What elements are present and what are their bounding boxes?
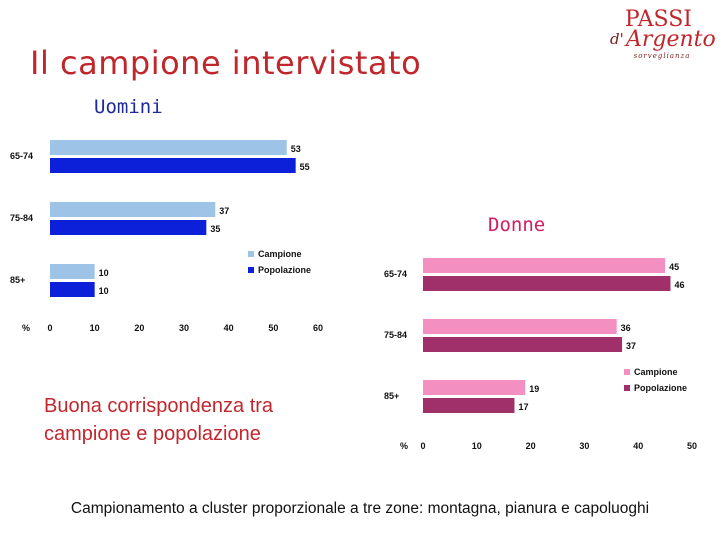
bar-popolazione (423, 398, 515, 413)
data-label: 36 (621, 323, 631, 333)
x-tick-label: 60 (313, 323, 323, 333)
logo-prefix: d' (610, 30, 624, 48)
bar-campione (423, 258, 666, 273)
passi-argento-logo: PASSI d' Argento sorveglianza (610, 7, 716, 60)
legend-entry: Popolazione (258, 265, 311, 275)
x-tick-label: 50 (687, 441, 697, 451)
x-tick-label: 20 (526, 441, 536, 451)
data-label: 37 (626, 341, 636, 351)
men-bar-chart: 65-74 53 55 75-84 37 35 85+ 10 10% 0 10 20 30 40 50 60 C… (10, 140, 323, 333)
bar-popolazione (423, 276, 671, 291)
data-label: 19 (529, 384, 539, 394)
men-section-label: Uomini (94, 96, 163, 118)
data-label: 46 (674, 280, 684, 290)
bar-campione (423, 380, 526, 395)
x-tick-label: 40 (224, 323, 234, 333)
data-label: 10 (99, 268, 109, 278)
bar-popolazione (50, 282, 95, 297)
logo-tagline: sorveglianza (634, 52, 691, 60)
legend-swatch-popolazione (624, 385, 630, 391)
logo-line1: PASSI (625, 7, 692, 32)
legend-swatch-campione (624, 369, 630, 375)
footer-caption: Campionamento a cluster proporzionale a … (70, 500, 650, 517)
legend-entry: Campione (634, 367, 678, 377)
data-label: 55 (300, 162, 310, 172)
data-label: 10 (99, 286, 109, 296)
logo-line2: Argento (624, 27, 716, 52)
bar-campione (50, 264, 95, 279)
legend-entry: Campione (258, 249, 302, 259)
category-label: 65-74 (384, 269, 407, 279)
data-label: 45 (669, 262, 679, 272)
data-label: 35 (210, 224, 220, 234)
x-tick-label: 0 (420, 441, 425, 451)
page-title: Il campione intervistato (30, 44, 422, 82)
category-label: 65-74 (10, 151, 33, 161)
women-section-label: Donne (488, 214, 546, 236)
x-tick-label: 40 (633, 441, 643, 451)
legend-swatch-popolazione (248, 267, 254, 273)
bar-popolazione (50, 158, 296, 173)
x-tick-label: 10 (90, 323, 100, 333)
category-label: 85+ (384, 391, 399, 401)
category-label: 85+ (10, 275, 25, 285)
bar-popolazione (50, 220, 207, 235)
x-tick-label: 10 (472, 441, 482, 451)
x-tick-label: 0 (47, 323, 52, 333)
legend-entry: Popolazione (634, 383, 687, 393)
x-tick-label: 50 (268, 323, 278, 333)
bar-campione (423, 319, 617, 334)
category-label: 75-84 (10, 213, 33, 223)
x-tick-label: 20 (134, 323, 144, 333)
data-label: 37 (219, 206, 229, 216)
x-tick-label: 30 (179, 323, 189, 333)
bar-popolazione (423, 337, 623, 352)
x-axis-label: % (400, 441, 408, 451)
x-tick-label: 30 (579, 441, 589, 451)
data-label: 53 (291, 144, 301, 154)
summary-note: Buona corrispondenza tra campione e popo… (44, 395, 274, 445)
data-label: 17 (518, 402, 528, 412)
x-axis-label: % (22, 323, 30, 333)
legend-swatch-campione (248, 251, 254, 257)
bar-campione (50, 202, 216, 217)
bar-campione (50, 140, 287, 155)
category-label: 75-84 (384, 330, 407, 340)
